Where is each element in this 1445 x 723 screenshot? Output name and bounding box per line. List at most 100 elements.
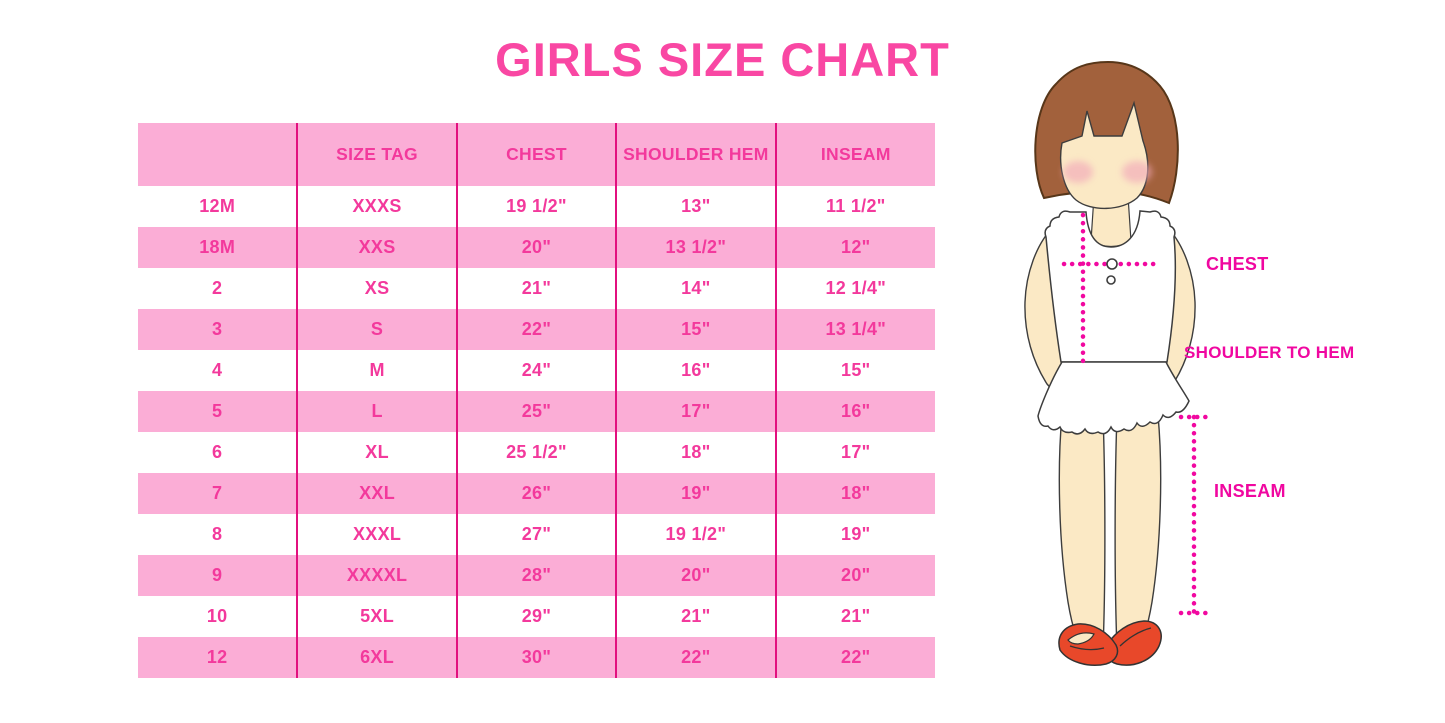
cell-chest: 27" [455,514,617,555]
table-row: 4 M 24" 16" 15" [138,350,935,391]
cell-shoulder-hem: 13" [615,186,776,227]
cell-size-tag: XL [296,432,457,473]
table-row: 7 XXL 26" 19" 18" [138,473,935,514]
cell-shoulder-hem: 19" [615,473,776,514]
cell-inseam: 18" [774,473,935,514]
header-cell-inseam: INSEAM [774,123,935,186]
table-row: 10 5XL 29" 21" 21" [138,596,935,637]
size-table-head: SIZE TAG CHEST SHOULDER HEM INSEAM [138,123,935,186]
girl-blush-right [1122,161,1152,183]
girl-top [1044,210,1177,363]
girl-leg-left [1058,414,1106,651]
cell-chest: 29" [455,596,617,637]
cell-size: 10 [206,606,228,626]
girl-shoe-left [1058,623,1119,666]
cell-size-tag: M [296,350,457,391]
cell-chest: 19 1/2" [455,186,617,227]
girl-leg-right [1114,414,1162,651]
shoulder-to-hem-label: SHOULDER TO HEM [1184,343,1355,362]
cell-size: 7 [212,483,223,503]
cell-chest: 26" [455,473,617,514]
cell-chest: 22" [455,309,617,350]
girl-top-button-1 [1106,258,1118,270]
cell-chest: 21" [455,268,617,309]
cell-inseam: 20" [774,555,935,596]
table-row: 12M XXXS 19 1/2" 13" 11 1/2" [138,186,935,227]
table-row: 3 S 22" 15" 13 1/4" [138,309,935,350]
table-row: 5 L 25" 17" 16" [138,391,935,432]
cell-size-tag: XS [296,268,457,309]
cell-size-tag: XXXL [296,514,457,555]
cell-size: 8 [212,524,223,544]
girl-illustration [1024,60,1210,666]
cell-chest: 25" [455,391,617,432]
cell-shoulder-hem: 15" [615,309,776,350]
cell-inseam: 12" [774,227,935,268]
cell-shoulder-hem: 17" [615,391,776,432]
cell-size-tag: 5XL [296,596,457,637]
cell-inseam: 17" [774,432,935,473]
table-row: 2 XS 21" 14" 12 1/4" [138,268,935,309]
inseam-label: INSEAM [1214,481,1286,501]
table-row: 12 6XL 30" 22" 22" [138,637,935,678]
cell-size-tag: XXXXL [296,555,457,596]
cell-chest: 20" [455,227,617,268]
page-title: GIRLS SIZE CHART [495,33,950,86]
cell-size-tag: L [296,391,457,432]
size-table: SIZE TAG CHEST SHOULDER HEM INSEAM 12M X… [138,123,935,678]
header-cell-size [138,123,297,186]
cell-size-tag: XXL [296,473,457,514]
cell-shoulder-hem: 22" [615,637,776,678]
cell-shoulder-hem: 20" [615,555,776,596]
table-row: 8 XXXL 27" 19 1/2" 19" [138,514,935,555]
cell-size-tag: XXS [296,227,457,268]
cell-chest: 28" [455,555,617,596]
girl-shoe-left-strap [1069,645,1105,651]
girl-top-button-2 [1106,275,1116,285]
girl-shoe-left-opening [1067,632,1095,645]
cell-size: 3 [212,319,223,339]
cell-inseam: 15" [774,350,935,391]
cell-shoulder-hem: 16" [615,350,776,391]
cell-chest: 24" [455,350,617,391]
cell-inseam: 19" [774,514,935,555]
girl-shoe-right-strap [1119,627,1152,647]
girl-blush-left [1063,161,1093,183]
cell-inseam: 21" [774,596,935,637]
table-row: 9 XXXXL 28" 20" 20" [138,555,935,596]
cell-size: 2 [212,278,223,298]
cell-shoulder-hem: 18" [615,432,776,473]
cell-shoulder-hem: 21" [615,596,776,637]
girl-skirt [1037,361,1190,435]
table-row: 18M XXS 20" 13 1/2" 12" [138,227,935,268]
cell-chest: 30" [455,637,617,678]
cell-size: 9 [212,565,223,585]
cell-inseam: 11 1/2" [774,186,935,227]
cell-size: 6 [212,442,223,462]
cell-shoulder-hem: 19 1/2" [615,514,776,555]
inseam-measure-line [1178,414,1210,616]
cell-size-tag: 6XL [296,637,457,678]
cell-inseam: 12 1/4" [774,268,935,309]
cell-size: 12M [199,196,236,216]
chest-label: CHEST [1206,254,1269,274]
cell-shoulder-hem: 13 1/2" [615,227,776,268]
header-cell-shoulder-hem: SHOULDER HEM [615,123,776,186]
table-header-row: SIZE TAG CHEST SHOULDER HEM INSEAM [138,123,935,186]
cell-chest: 25 1/2" [455,432,617,473]
table-row: 6 XL 25 1/2" 18" 17" [138,432,935,473]
cell-inseam: 13 1/4" [774,309,935,350]
cell-size-tag: S [296,309,457,350]
cell-inseam: 16" [774,391,935,432]
cell-size: 5 [212,401,223,421]
cell-size-tag: XXXS [296,186,457,227]
cell-inseam: 22" [774,637,935,678]
header-cell-size-tag: SIZE TAG [296,123,457,186]
cell-shoulder-hem: 14" [615,268,776,309]
cell-size: 12 [206,647,228,667]
cell-size: 18M [199,237,236,257]
cell-size: 4 [212,360,223,380]
size-table-body: 12M XXXS 19 1/2" 13" 11 1/2" 18M XXS 20"… [138,186,935,678]
header-cell-chest: CHEST [455,123,617,186]
